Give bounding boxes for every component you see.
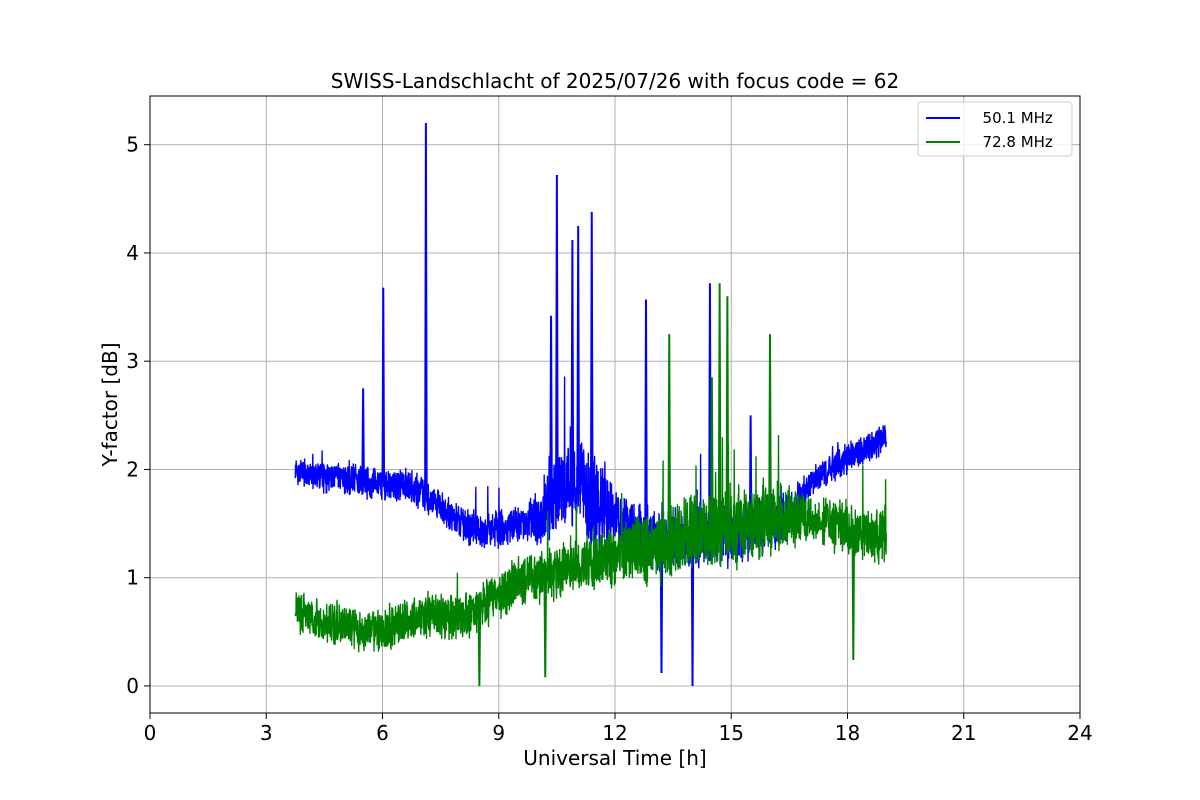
x-tick-label: 12 bbox=[602, 721, 627, 745]
x-tick-label: 9 bbox=[492, 721, 505, 745]
series-spike bbox=[851, 530, 856, 660]
series-spike bbox=[576, 225, 580, 483]
series-layer bbox=[294, 123, 887, 686]
series-spike bbox=[708, 283, 712, 535]
y-tick-label: 5 bbox=[126, 133, 139, 157]
series-spike bbox=[667, 334, 672, 541]
y-tick-label: 1 bbox=[126, 566, 139, 590]
series-spike bbox=[549, 315, 553, 500]
series-spike bbox=[768, 334, 772, 519]
series-spike bbox=[424, 123, 428, 495]
series-spike bbox=[644, 299, 648, 538]
series-spike bbox=[710, 377, 714, 529]
series-spike bbox=[361, 388, 365, 483]
x-tick-label: 24 bbox=[1067, 721, 1092, 745]
legend-label-50mhz: 50.1 MHz bbox=[973, 109, 1053, 127]
x-tick-label: 15 bbox=[719, 721, 744, 745]
series-spike bbox=[543, 575, 548, 678]
x-tick-label: 18 bbox=[835, 721, 860, 745]
legend-label-72mhz: 72.8 MHz bbox=[973, 133, 1053, 151]
y-tick-label: 3 bbox=[126, 349, 139, 373]
series-spike bbox=[555, 175, 559, 492]
series-spike bbox=[477, 610, 482, 686]
series-spike bbox=[748, 415, 753, 529]
series-spike bbox=[381, 287, 386, 483]
chart-title: SWISS-Landschlacht of 2025/07/26 with fo… bbox=[331, 69, 899, 93]
y-tick-label: 2 bbox=[126, 457, 139, 481]
series-spike bbox=[690, 534, 695, 686]
x-tick-label: 21 bbox=[951, 721, 976, 745]
series-spike bbox=[717, 283, 722, 529]
x-axis-title: Universal Time [h] bbox=[523, 746, 706, 770]
series-spike bbox=[589, 211, 594, 498]
x-tick-label: 3 bbox=[260, 721, 273, 745]
y-tick-label: 0 bbox=[126, 674, 139, 698]
x-tick-label: 0 bbox=[144, 721, 157, 745]
y-axis-title: Y-factor [dB] bbox=[98, 342, 122, 467]
y-tick-label: 4 bbox=[126, 241, 139, 265]
x-tick-label: 6 bbox=[376, 721, 389, 745]
series-line bbox=[294, 435, 887, 653]
series-spike bbox=[725, 296, 730, 529]
legend: 50.1 MHz 72.8 MHz bbox=[917, 101, 1073, 157]
series-spike bbox=[570, 239, 575, 483]
